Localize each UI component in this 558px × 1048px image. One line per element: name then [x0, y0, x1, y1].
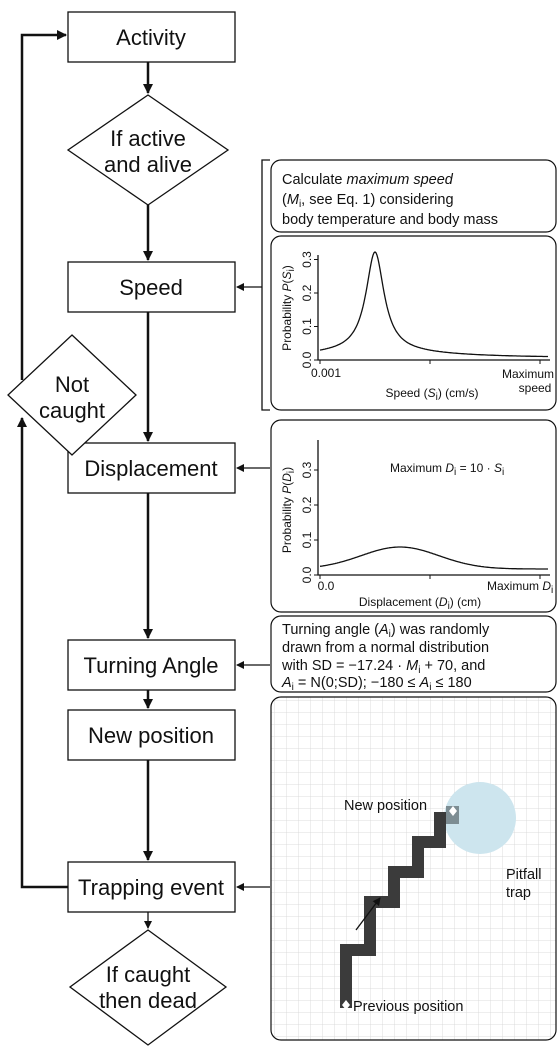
- decision-label: If active: [110, 126, 186, 151]
- movement-path: [340, 812, 452, 1008]
- curve: [319, 546, 548, 570]
- decision-label: If caught: [106, 962, 190, 987]
- y-axis-label: Probability P(Di): [280, 467, 297, 553]
- node-label: Activity: [116, 25, 186, 50]
- note-line: with SD = −17.24 · Mi + 70, and: [281, 658, 485, 676]
- x-axis-label: Speed (Si) (cm/s): [386, 386, 479, 403]
- node-activity: Activity: [67, 11, 236, 63]
- y-tick-label: 0.3: [300, 251, 314, 268]
- x-tick-label: speed: [519, 381, 552, 395]
- y-tick-label: 0.2: [300, 496, 314, 513]
- y-axis-label: Probability P(Si): [280, 265, 297, 351]
- decision-not-caught: Not caught: [7, 334, 137, 456]
- y-tick-label: 0.2: [300, 284, 314, 301]
- node-label: Speed: [119, 275, 183, 300]
- trap-label: Pitfall: [506, 867, 541, 883]
- x-tick-label: Maximum: [502, 367, 554, 381]
- note-line: drawn from a normal distribution: [282, 640, 489, 656]
- node-speed: Speed: [67, 261, 236, 313]
- x-axis-label: Displacement (Di) (cm): [359, 595, 481, 612]
- node-label: Turning Angle: [84, 653, 219, 678]
- y-tick-label: 0.0: [300, 566, 314, 583]
- note-line: (Mi, see Eq. 1) considering: [282, 192, 454, 210]
- decision-caught: If caught then dead: [68, 929, 228, 1046]
- trap-panel: New position Pitfall trap Previous posit…: [270, 696, 557, 1041]
- new-position-marker: [449, 806, 457, 816]
- displacement-plot: Maximum Di = 10 · Si Probability P(Di) 0…: [270, 419, 557, 613]
- loop-arrow: [17, 30, 68, 889]
- turning-note: Turning angle (Ai) was randomly drawn fr…: [270, 615, 557, 693]
- y-tick-label: 0.1: [300, 318, 314, 335]
- previous-position-marker: [342, 1000, 350, 1010]
- trap-label: New position: [344, 798, 427, 814]
- node-label: Displacement: [84, 456, 217, 481]
- note-line: body temperature and body mass: [282, 212, 498, 228]
- y-tick-label: 0.3: [300, 461, 314, 478]
- note-line: Calculate maximum speed: [282, 172, 454, 188]
- speed-plot: Probability P(Si) 0.001 Maximum speed Sp…: [270, 235, 557, 411]
- speed-note: Calculate maximum speed (Mi, see Eq. 1) …: [270, 159, 557, 233]
- node-label: Trapping event: [78, 875, 224, 900]
- trap-label: trap: [506, 885, 531, 901]
- y-tick-label: 0.1: [300, 531, 314, 548]
- trap-label: Previous position: [353, 999, 463, 1015]
- bracket: [261, 159, 270, 411]
- node-trapping-event: Trapping event: [67, 861, 236, 913]
- node-turning-angle: Turning Angle: [67, 639, 236, 691]
- decision-label: caught: [39, 398, 105, 423]
- direction-arrow: [355, 897, 381, 931]
- plot-note: Maximum Di = 10 · Si: [390, 461, 504, 478]
- node-label: New position: [88, 723, 214, 748]
- note-line: Turning angle (Ai) was randomly: [282, 622, 490, 640]
- node-displacement: Displacement: [67, 442, 236, 494]
- curve: [319, 251, 548, 358]
- x-tick-label: 0.0: [318, 579, 335, 593]
- decision-label: Not: [55, 372, 89, 397]
- decision-active: If active and alive: [66, 94, 230, 206]
- decision-label: then dead: [99, 988, 197, 1013]
- pitfall-trap: [444, 782, 516, 854]
- note-line: Ai = N(0;SD); −180 ≤ Ai ≤ 180: [281, 675, 472, 693]
- x-tick-label: Maximum Di: [487, 579, 553, 596]
- flow-arrows: [143, 62, 270, 929]
- decision-label: and alive: [104, 152, 192, 177]
- y-tick-label: 0.0: [300, 351, 314, 368]
- node-new-position: New position: [67, 709, 236, 761]
- x-tick-label: 0.001: [311, 366, 341, 380]
